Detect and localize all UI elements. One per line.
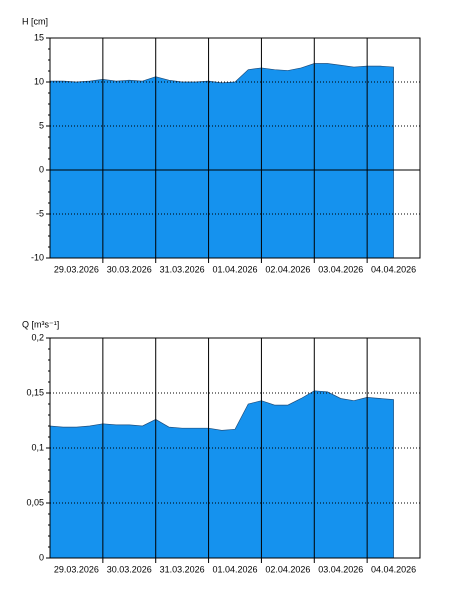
y-tick-label: -10 xyxy=(31,252,44,262)
x-tick-label: 02.04.2026 xyxy=(265,264,310,274)
x-tick-label: 30.03.2026 xyxy=(107,264,152,274)
x-tick-label: 31.03.2026 xyxy=(160,264,205,274)
x-tick-label: 04.04.2026 xyxy=(371,264,416,274)
x-tick-label: 03.04.2026 xyxy=(318,564,363,574)
y-tick-label: 0,2 xyxy=(31,332,44,342)
y-tick-label: 5 xyxy=(39,120,44,130)
y-tick-label: 0 xyxy=(39,552,44,562)
y-tick-label: 0,1 xyxy=(31,442,44,452)
y-tick-label: 0,05 xyxy=(26,497,44,507)
x-tick-label: 01.04.2026 xyxy=(212,564,257,574)
x-tick-label: 01.04.2026 xyxy=(212,264,257,274)
axis-title: Q [m³s⁻¹] xyxy=(22,319,59,329)
y-tick-label: 0,15 xyxy=(26,387,44,397)
x-tick-label: 04.04.2026 xyxy=(371,564,416,574)
x-tick-label: 02.04.2026 xyxy=(265,564,310,574)
x-tick-label: 29.03.2026 xyxy=(54,564,99,574)
x-tick-label: 03.04.2026 xyxy=(318,264,363,274)
axis-title: H [cm] xyxy=(22,16,48,26)
y-tick-label: 15 xyxy=(34,32,44,42)
plot-frame xyxy=(49,37,421,259)
area xyxy=(49,63,394,259)
x-tick-label: 31.03.2026 xyxy=(160,564,205,574)
area xyxy=(49,390,394,559)
y-tick-label: 10 xyxy=(34,76,44,86)
plot-frame xyxy=(49,337,421,559)
y-tick-label: -5 xyxy=(36,208,44,218)
y-tick-label: 0 xyxy=(39,164,44,174)
x-tick-label: 29.03.2026 xyxy=(54,264,99,274)
x-tick-label: 30.03.2026 xyxy=(107,564,152,574)
